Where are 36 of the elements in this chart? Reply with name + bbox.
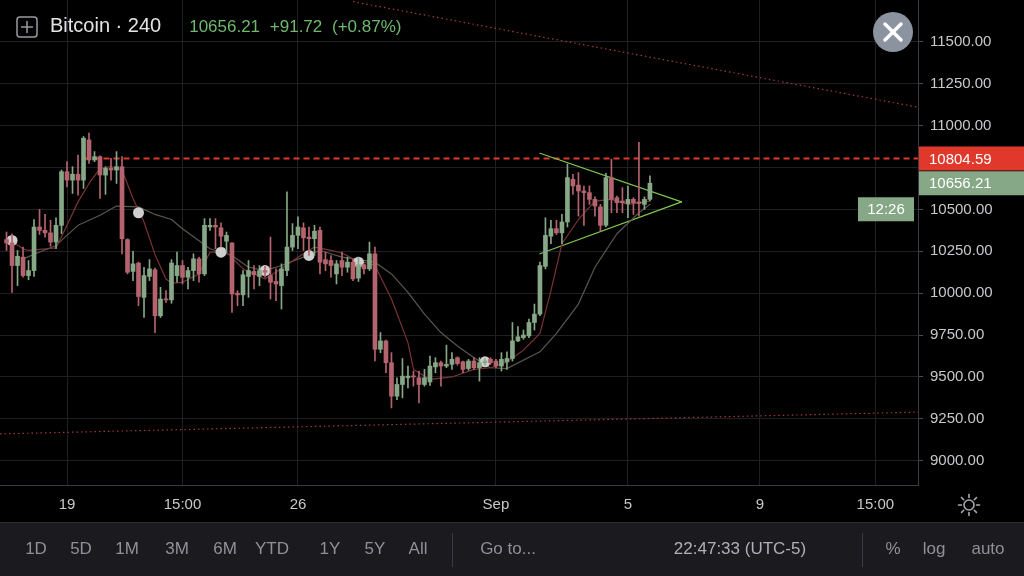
- y-tick-label: 10500.00: [930, 199, 993, 217]
- x-tick-label: 9: [755, 495, 765, 513]
- text: Go to...: [480, 539, 536, 559]
- y-tick-label: 10250.00: [930, 241, 993, 259]
- x-tick-label: 15:00: [163, 495, 202, 513]
- text: Bitcoin · 240: [50, 14, 162, 37]
- y-tick-label: 9250.00: [930, 408, 985, 426]
- text: 1Y: [319, 539, 341, 559]
- y-tick-label: 11250.00: [930, 73, 992, 91]
- annotation: 12:26: [867, 200, 905, 218]
- text: 1M: [115, 539, 139, 559]
- x-tick-label: 15:00: [856, 495, 895, 513]
- y-tick-label: 9500.00: [930, 367, 985, 385]
- text: auto: [971, 539, 1005, 559]
- x-tick-label: 5: [623, 495, 633, 513]
- text: %: [885, 539, 901, 559]
- text: 5Y: [364, 539, 386, 559]
- text: 10656.21 +91.72 (+0.87%): [189, 17, 402, 37]
- data-label: 10804.59: [929, 149, 992, 167]
- text: 6M: [213, 539, 237, 559]
- text: 1D: [25, 539, 47, 559]
- text: All: [408, 539, 428, 559]
- x-tick-label: 19: [58, 495, 76, 513]
- text: log: [922, 539, 946, 559]
- x-tick-label: Sep: [482, 495, 510, 513]
- y-tick-label: 11000.00: [930, 115, 992, 133]
- text: 10656.21: [929, 174, 992, 192]
- text: YTD: [255, 539, 289, 559]
- y-tick-label: 10000.00: [930, 283, 993, 301]
- text: 5D: [70, 539, 92, 559]
- text: 22:47:33 (UTC-5): [673, 539, 807, 559]
- y-tick-label: 9000.00: [930, 450, 985, 468]
- y-tick-label: 11500.00: [930, 32, 992, 50]
- y-tick-label: 9750.00: [930, 325, 985, 343]
- text: 3M: [165, 539, 189, 559]
- x-tick-label: 26: [289, 495, 307, 513]
